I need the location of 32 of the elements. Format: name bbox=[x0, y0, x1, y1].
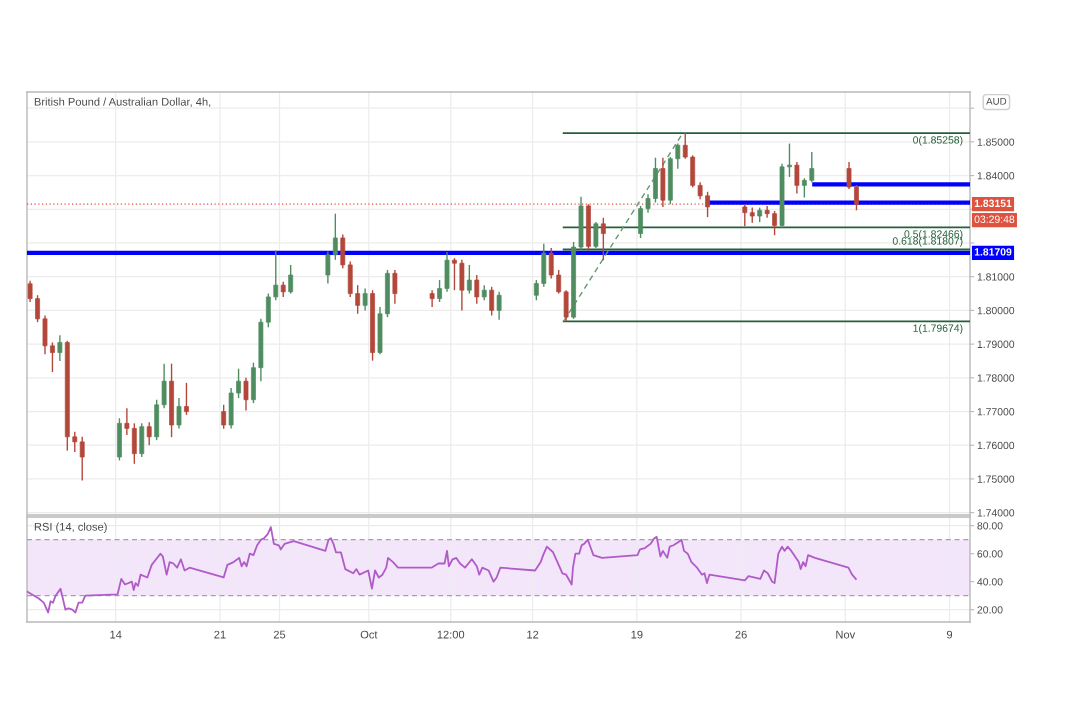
x-tick-label: 21 bbox=[214, 630, 226, 639]
x-tick-label: 19 bbox=[631, 630, 643, 639]
series-label: 1(1.79674) bbox=[913, 324, 963, 334]
y-tick-label: 80.00 bbox=[977, 522, 1003, 530]
y-tick-label: 1.85000 bbox=[977, 138, 1015, 146]
y-tick-label: 1.80000 bbox=[977, 306, 1015, 315]
y-tick-label: 1.77000 bbox=[977, 408, 1015, 416]
y-tick-label: 1.75000 bbox=[977, 475, 1015, 483]
x-tick-label: Oct bbox=[360, 630, 378, 639]
y-tick-label: 1.84000 bbox=[977, 172, 1015, 180]
y-axis-title: AUD bbox=[986, 97, 1007, 105]
x-tick-label: 12:00 bbox=[437, 630, 465, 639]
y-tick-label: 40.00 bbox=[977, 578, 1003, 586]
ref-line-label: 1.81709 bbox=[974, 248, 1012, 256]
y-tick-label: 60.00 bbox=[977, 550, 1003, 558]
x-tick-label: 26 bbox=[735, 630, 747, 639]
x-tick-label: 12 bbox=[527, 630, 539, 639]
text: 03:29:48 bbox=[974, 215, 1015, 223]
y-tick-label: 1.78000 bbox=[977, 374, 1015, 382]
x-tick-label: 14 bbox=[110, 630, 122, 639]
x-tick-label: Nov bbox=[836, 630, 856, 639]
y-tick-label: 1.76000 bbox=[977, 441, 1015, 450]
x-tick-label: 25 bbox=[273, 630, 286, 639]
y-tick-label: 1.79000 bbox=[977, 340, 1015, 348]
series-label: 0(1.85258) bbox=[913, 135, 963, 146]
y-tick-label: 1.81000 bbox=[977, 273, 1015, 281]
ref-line-label: 1.83151 bbox=[974, 199, 1012, 208]
x-tick-label: 9 bbox=[946, 630, 953, 639]
y-tick-label: 20.00 bbox=[977, 606, 1003, 614]
y-tick-label: 1.74000 bbox=[977, 509, 1015, 517]
chart-title: RSI (14, close) bbox=[34, 522, 107, 533]
chart-title: British Pound / Australian Dollar, 4h, bbox=[34, 97, 211, 108]
